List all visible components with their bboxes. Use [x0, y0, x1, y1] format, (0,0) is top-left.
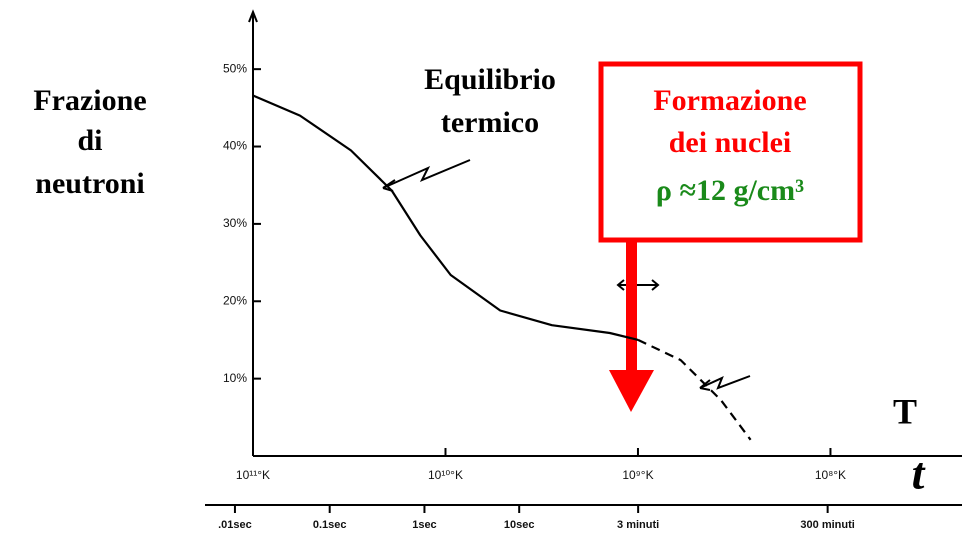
red-arrow-head — [609, 370, 654, 412]
x2-tick-label: 3 minuti — [617, 519, 659, 531]
x2-tick-label: 0.1sec — [313, 519, 347, 531]
x2-tick-label: 300 minuti — [800, 519, 854, 531]
red-arrow-shaft — [626, 240, 637, 370]
data-line — [637, 338, 752, 441]
annotation: Equilibrio — [424, 63, 556, 96]
x2-tick-label: .01sec — [218, 519, 252, 531]
y-tick-label: 10% — [223, 371, 247, 385]
dashed-pointer — [699, 375, 751, 390]
x-label: T — [893, 391, 917, 431]
y-label: Frazione — [33, 84, 146, 117]
callout-box — [598, 61, 863, 243]
x2-label: t — [912, 448, 926, 499]
y-tick-label: 30% — [223, 216, 247, 230]
y-label: di — [77, 124, 102, 157]
double-arrow — [616, 279, 660, 291]
y-label: neutroni — [35, 167, 144, 200]
y-tick-label: 40% — [223, 139, 247, 153]
x2-tick-label: 1sec — [412, 519, 436, 531]
box-title: Formazione — [653, 84, 806, 117]
x-tick-label: 10⁸°K — [815, 468, 846, 482]
annotation: termico — [441, 106, 539, 139]
y-tick-label: 50% — [223, 61, 247, 75]
data-line — [252, 94, 639, 341]
axes — [205, 9, 962, 506]
y-axis-arrow — [248, 9, 258, 23]
box-density: ρ ≈12 g/cm³ — [656, 174, 804, 207]
x-tick-label: 10¹¹°K — [236, 468, 270, 482]
y-tick-label: 20% — [223, 293, 247, 307]
x-tick-label: 10¹⁰°K — [428, 468, 463, 482]
x2-tick-label: 10sec — [504, 519, 535, 531]
x-tick-label: 10⁹°K — [622, 468, 653, 482]
curve-pointer — [382, 159, 471, 189]
box-title: dei nuclei — [669, 126, 792, 159]
